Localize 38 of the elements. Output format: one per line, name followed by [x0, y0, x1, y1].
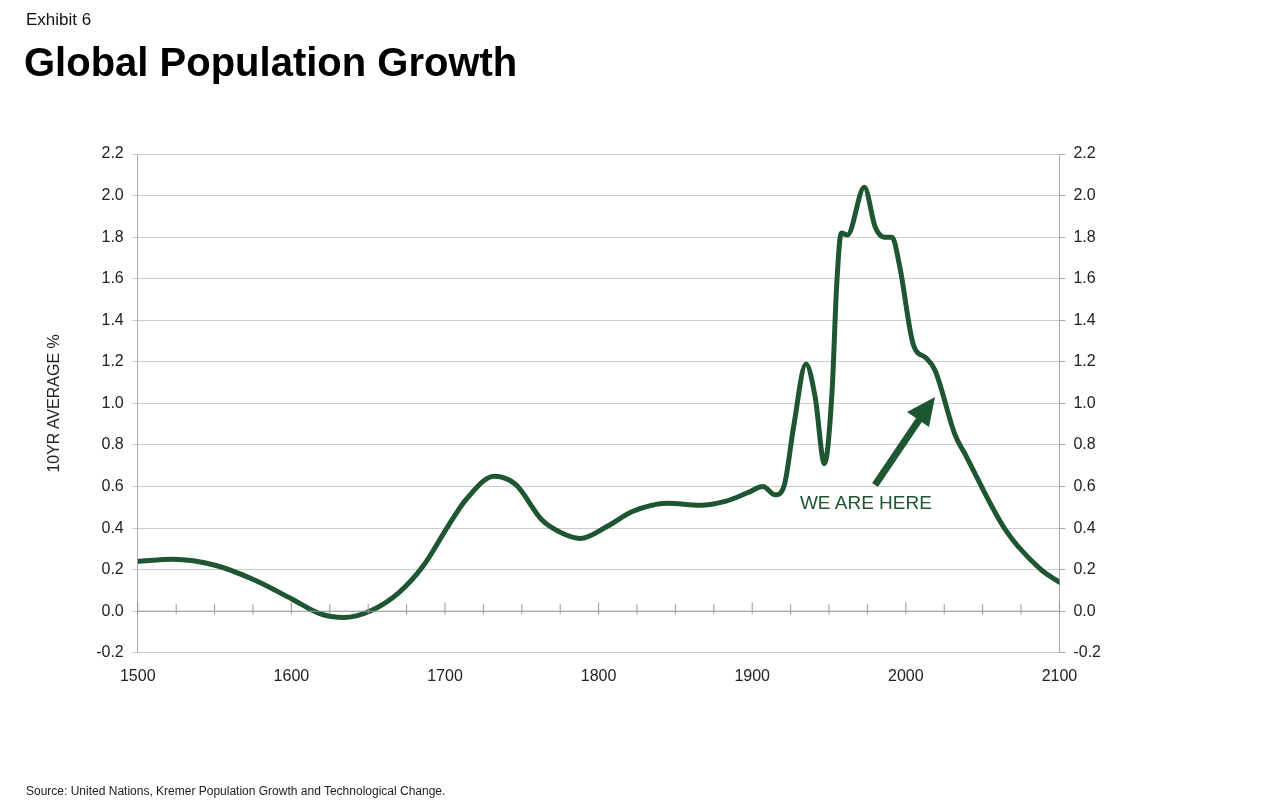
x-tick-label: 2000	[888, 666, 924, 684]
y2-tick-label: 1.6	[1073, 269, 1096, 287]
y-tick-label: 2.0	[101, 185, 124, 203]
x-tick-label: 1900	[734, 666, 771, 684]
y-tick-label: 1.2	[101, 352, 124, 370]
y-tick-label: -0.2	[96, 643, 124, 661]
x-tick-label: 1600	[273, 666, 310, 684]
y2-tick-label: 2.2	[1073, 144, 1096, 162]
y-tick-label: 0.6	[101, 476, 124, 494]
y-tick-label: 0.4	[101, 518, 124, 536]
x-tick-label: 1500	[119, 666, 156, 684]
y-tick-label: 0.0	[101, 601, 124, 619]
y2-tick-label: 1.0	[1073, 393, 1096, 411]
y-tick-label: 1.8	[101, 227, 124, 245]
y-tick-label: 0.8	[101, 435, 124, 453]
x-tick-label: 1800	[580, 666, 617, 684]
y2-tick-label: 0.6	[1073, 476, 1096, 494]
y-tick-label: 0.2	[101, 560, 124, 578]
y2-tick-label: -0.2	[1073, 643, 1102, 661]
chart-subtitle: Exhibit 6	[26, 10, 92, 30]
y2-tick-label: 0.0	[1073, 601, 1096, 619]
y2-tick-label: 1.2	[1073, 352, 1096, 370]
y-tick-label: 1.4	[101, 310, 124, 328]
y2-tick-label: 1.8	[1073, 227, 1096, 245]
y-tick-label: 1.0	[101, 393, 124, 411]
x-tick-label: 1700	[427, 666, 463, 684]
x-tick-label: 2100	[1041, 666, 1078, 684]
y2-tick-label: 0.2	[1073, 560, 1096, 578]
y-tick-label: 1.6	[101, 269, 124, 287]
y2-tick-label: 2.0	[1073, 185, 1096, 203]
y2-tick-label: 0.8	[1073, 435, 1096, 453]
source-note: Source: United Nations, Kremer Population Growth and Technological Change.	[26, 784, 446, 798]
chart-title: Global Population Growth	[24, 40, 518, 85]
y-tick-label: 2.2	[101, 144, 124, 162]
y-axis-title: 10YR AVERAGE %	[45, 334, 63, 473]
y2-tick-label: 1.4	[1073, 310, 1096, 328]
y2-tick-label: 0.4	[1073, 518, 1096, 536]
annotation: WE ARE HERE	[799, 492, 932, 514]
